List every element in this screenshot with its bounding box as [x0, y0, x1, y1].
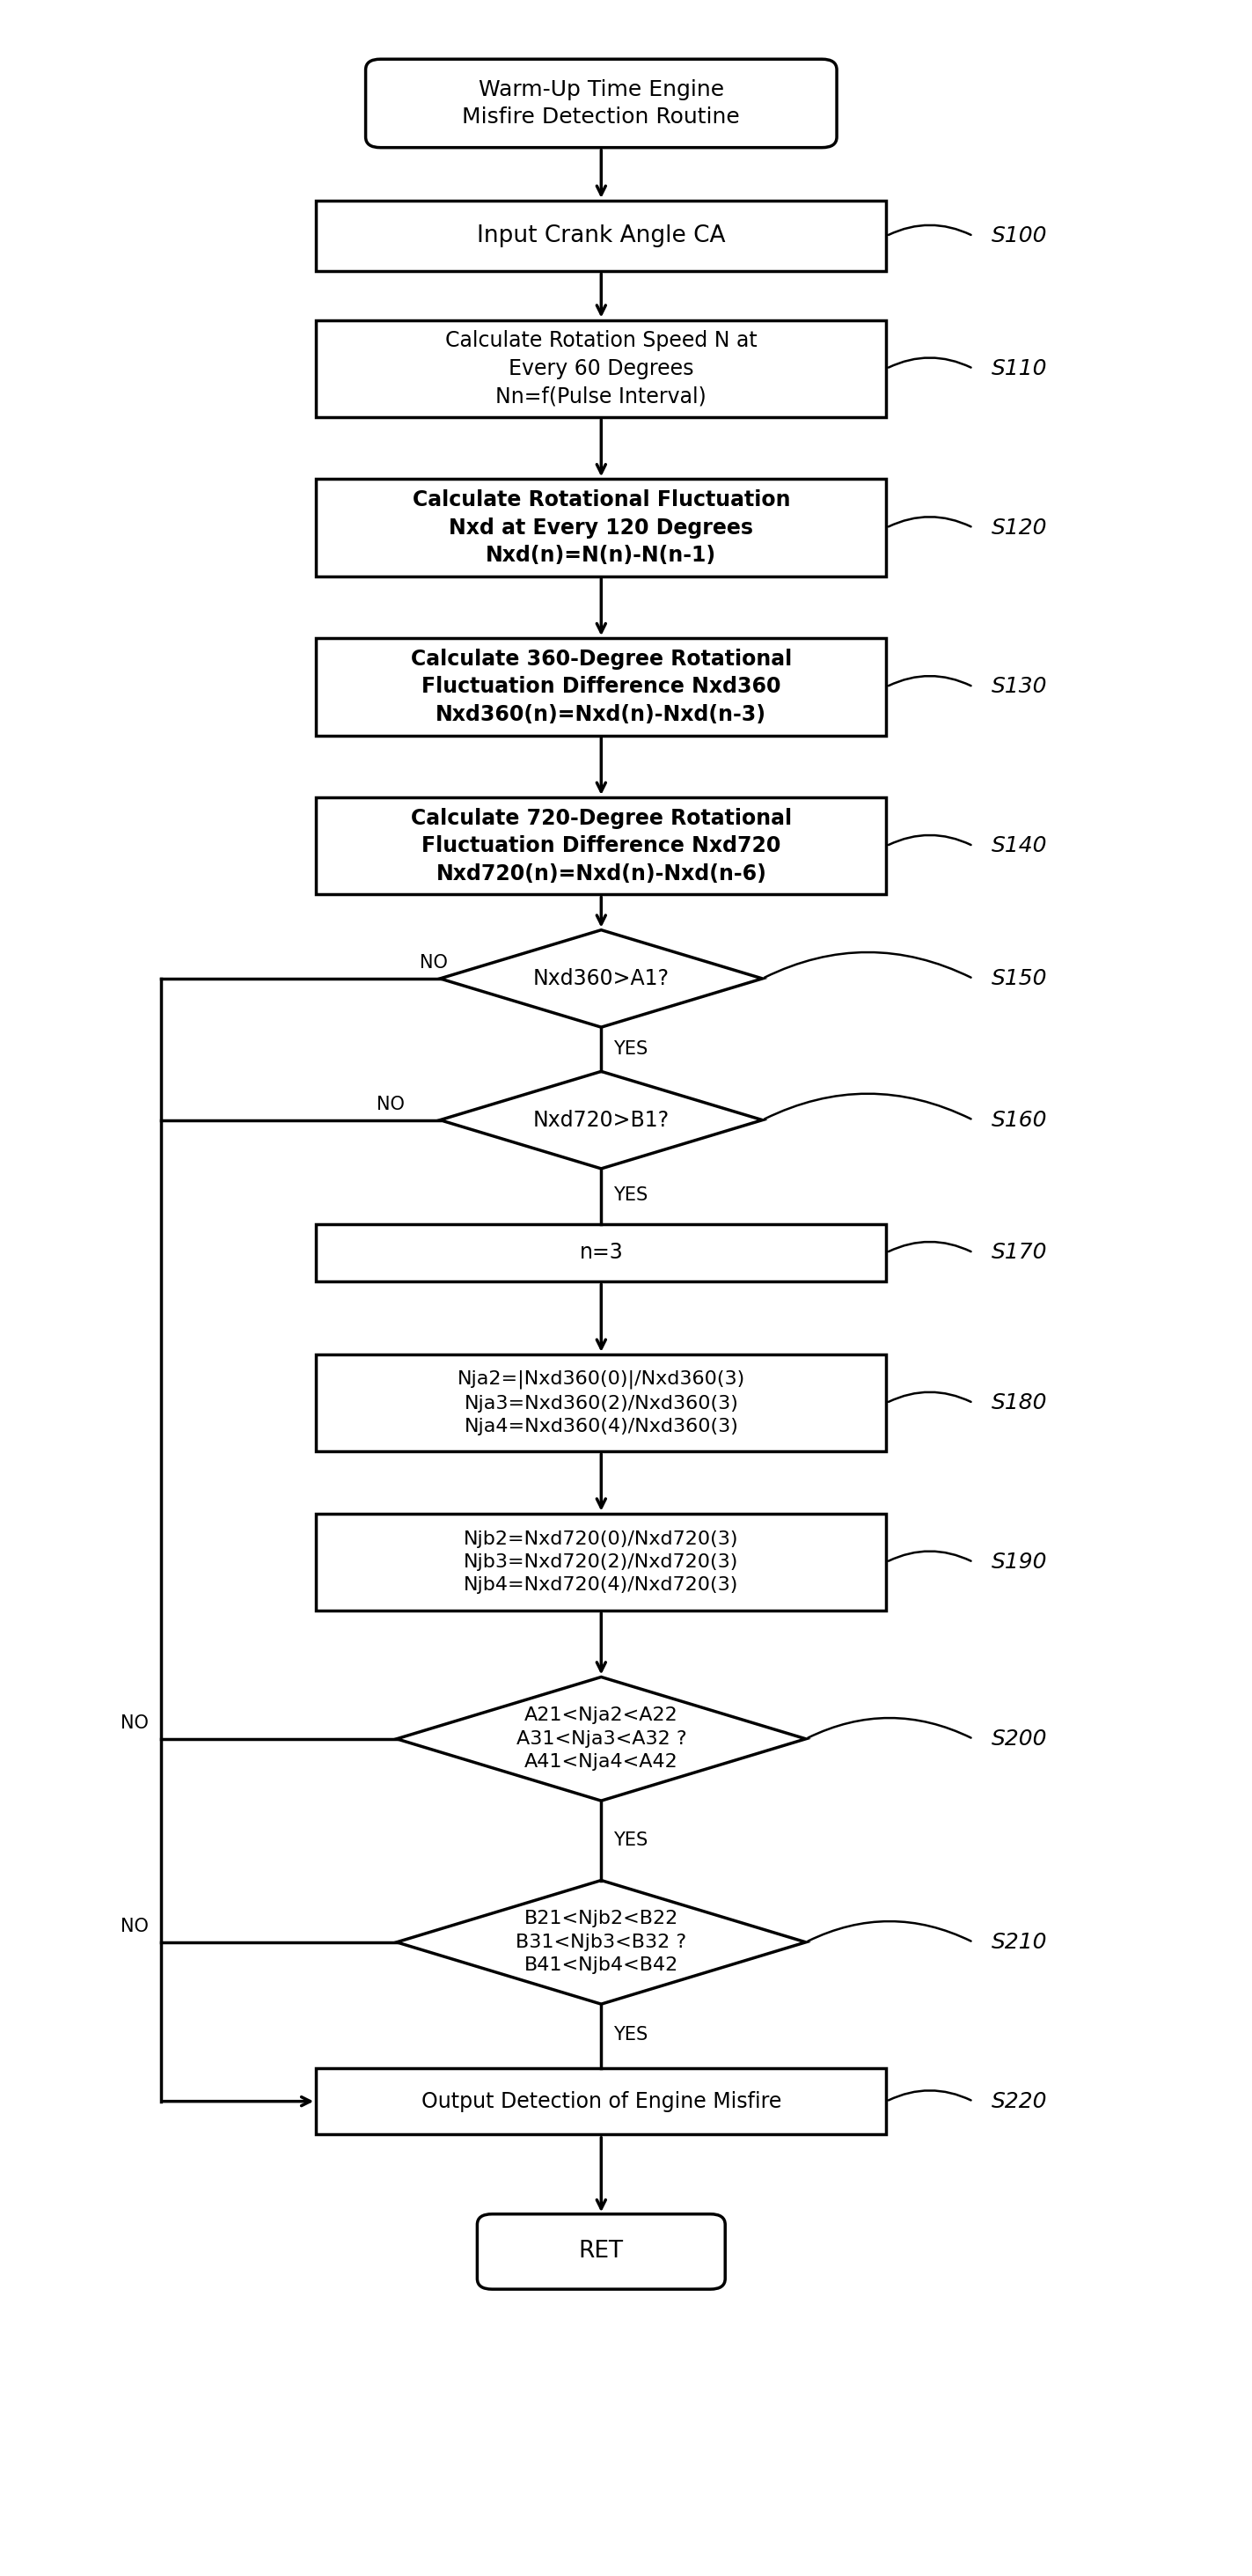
Text: S100: S100	[992, 227, 1048, 247]
Text: NO: NO	[120, 1917, 149, 1935]
Text: n=3: n=3	[580, 1242, 623, 1262]
Text: Nxd360>A1?: Nxd360>A1?	[533, 969, 670, 989]
Text: B21<Njb2<B22
B31<Njb3<B32 ?
B41<Njb4<B42: B21<Njb2<B22 B31<Njb3<B32 ? B41<Njb4<B42	[516, 1911, 686, 1973]
Bar	[316, 1515, 886, 1610]
Text: Njb2=Nxd720(0)/Nxd720(3)
Njb3=Nxd720(2)/Nxd720(3)
Njb4=Nxd720(4)/Nxd720(3): Njb2=Nxd720(0)/Nxd720(3) Njb3=Nxd720(2)/…	[463, 1530, 739, 1595]
Text: Calculate 720-Degree Rotational
Fluctuation Difference Nxd720
Nxd720(n)=Nxd(n)-N: Calculate 720-Degree Rotational Fluctuat…	[411, 809, 791, 884]
Text: A21<Nja2<A22
A31<Nja3<A32 ?
A41<Nja4<A42: A21<Nja2<A22 A31<Nja3<A32 ? A41<Nja4<A42	[516, 1708, 686, 1770]
Bar	[316, 639, 886, 737]
Text: Calculate Rotational Fluctuation
Nxd at Every 120 Degrees
Nxd(n)=N(n)-N(n-1): Calculate Rotational Fluctuation Nxd at …	[412, 489, 790, 567]
Text: S140: S140	[992, 835, 1048, 858]
Bar	[316, 799, 886, 894]
Text: S210: S210	[992, 1932, 1048, 1953]
Text: Calculate Rotation Speed N at
Every 60 Degrees
Nn=f(Pulse Interval): Calculate Rotation Speed N at Every 60 D…	[446, 330, 757, 407]
Polygon shape	[397, 1677, 806, 1801]
Polygon shape	[439, 930, 762, 1028]
Text: S220: S220	[992, 2092, 1048, 2112]
Text: YES: YES	[613, 1832, 649, 1850]
FancyBboxPatch shape	[366, 59, 836, 147]
Text: NO: NO	[377, 1095, 404, 1113]
Text: S180: S180	[992, 1394, 1048, 1414]
Text: S120: S120	[992, 518, 1048, 538]
Text: S190: S190	[992, 1551, 1048, 1571]
Text: S130: S130	[992, 677, 1048, 698]
FancyBboxPatch shape	[477, 2213, 725, 2290]
Text: S150: S150	[992, 969, 1048, 989]
Bar	[316, 1224, 886, 1280]
Bar	[316, 319, 886, 417]
Bar	[316, 201, 886, 270]
Text: Output Detection of Engine Misfire: Output Detection of Engine Misfire	[421, 2092, 781, 2112]
Text: Calculate 360-Degree Rotational
Fluctuation Difference Nxd360
Nxd360(n)=Nxd(n)-N: Calculate 360-Degree Rotational Fluctuat…	[411, 649, 791, 726]
Text: Nja2=|Nxd360(0)|/Nxd360(3)
Nja3=Nxd360(2)/Nxd360(3)
Nja4=Nxd360(4)/Nxd360(3): Nja2=|Nxd360(0)|/Nxd360(3) Nja3=Nxd360(2…	[457, 1370, 745, 1435]
Text: NO: NO	[120, 1713, 149, 1731]
Text: Nxd720>B1?: Nxd720>B1?	[533, 1110, 670, 1131]
Text: NO: NO	[419, 953, 448, 971]
Bar	[316, 1355, 886, 1450]
Text: Warm-Up Time Engine
Misfire Detection Routine: Warm-Up Time Engine Misfire Detection Ro…	[462, 80, 740, 129]
Polygon shape	[397, 1880, 806, 2004]
Text: Input Crank Angle CA: Input Crank Angle CA	[477, 224, 725, 247]
Polygon shape	[439, 1072, 762, 1170]
Text: S200: S200	[992, 1728, 1048, 1749]
Text: YES: YES	[613, 1041, 649, 1059]
Text: S160: S160	[992, 1110, 1048, 1131]
Text: S110: S110	[992, 358, 1048, 379]
Text: YES: YES	[613, 1188, 649, 1203]
Text: RET: RET	[578, 2241, 623, 2264]
Text: YES: YES	[613, 2027, 649, 2043]
Text: S170: S170	[992, 1242, 1048, 1262]
Bar	[316, 479, 886, 577]
Bar	[316, 2069, 886, 2136]
